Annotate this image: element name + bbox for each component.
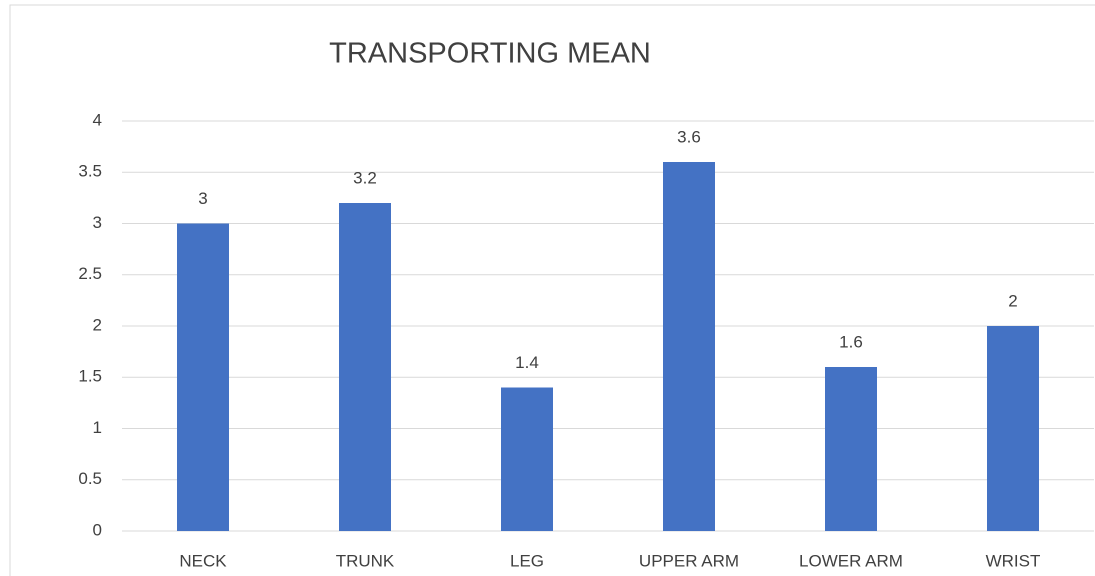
y-tick-label: 0.5 bbox=[78, 469, 102, 488]
data-label: 2 bbox=[1008, 291, 1017, 310]
y-tick-label: 2 bbox=[93, 315, 102, 334]
data-label: 1.4 bbox=[515, 353, 539, 372]
y-tick-label: 3.5 bbox=[78, 162, 102, 181]
chart-title: TRANSPORTING MEAN bbox=[329, 38, 651, 70]
x-tick-label: LEG bbox=[510, 551, 544, 570]
bar bbox=[825, 367, 877, 531]
x-tick-label: TRUNK bbox=[336, 551, 395, 570]
bar bbox=[501, 387, 553, 531]
y-tick-label: 0 bbox=[93, 520, 102, 539]
y-tick-label: 3 bbox=[93, 213, 102, 232]
x-tick-label: UPPER ARM bbox=[639, 551, 739, 570]
y-tick-label: 1 bbox=[93, 418, 102, 437]
bar bbox=[663, 162, 715, 531]
x-tick-label: LOWER ARM bbox=[799, 551, 903, 570]
x-tick-label: WRIST bbox=[986, 551, 1041, 570]
bar bbox=[987, 326, 1039, 531]
data-label: 1.6 bbox=[839, 332, 863, 351]
bar bbox=[177, 223, 229, 531]
x-tick-label: NECK bbox=[179, 551, 227, 570]
data-label: 3 bbox=[198, 189, 207, 208]
data-label: 3.6 bbox=[677, 127, 701, 146]
bar bbox=[339, 203, 391, 531]
data-label: 3.2 bbox=[353, 168, 377, 187]
y-tick-label: 2.5 bbox=[78, 264, 102, 283]
y-tick-label: 1.5 bbox=[78, 367, 102, 386]
y-tick-label: 4 bbox=[93, 110, 102, 129]
